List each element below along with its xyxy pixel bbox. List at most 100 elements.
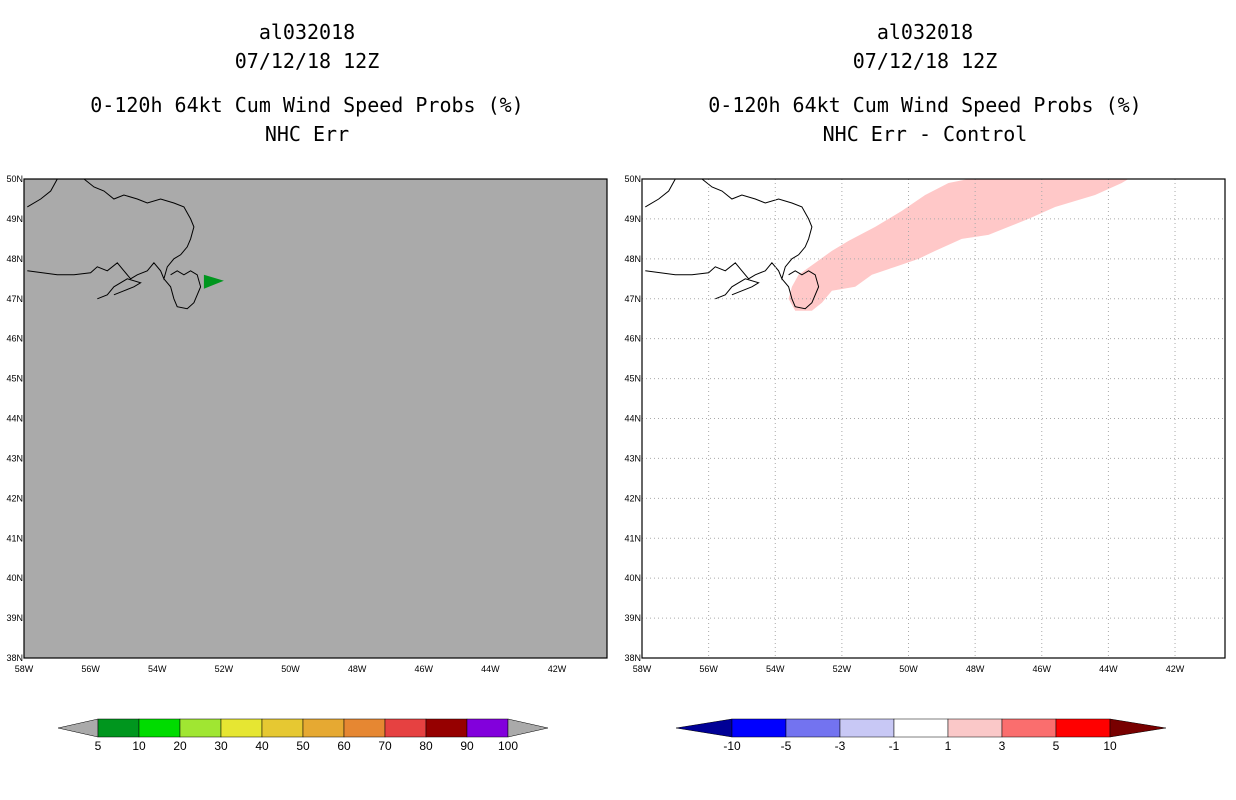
right-xtick-56W: 56W — [699, 664, 718, 674]
right-colorbar-swatch-6 — [1055, 718, 1111, 738]
right-colorbar-swatch-3 — [893, 718, 949, 738]
right-colorbar-swatch-1 — [785, 718, 841, 738]
right-ytick-40N: 40N — [624, 573, 641, 583]
left-colorbar-label-70: 70 — [378, 739, 392, 753]
left-coastline-0 — [27, 178, 195, 281]
right-ytick-38N: 38N — [624, 653, 641, 663]
right-colorbar-label--10: -10 — [723, 739, 741, 753]
right-xtick-48W: 48W — [966, 664, 985, 674]
right-xtick-58W: 58W — [633, 664, 652, 674]
left-colorbar-label-40: 40 — [255, 739, 269, 753]
left-colorbar-label-90: 90 — [460, 739, 474, 753]
left-xtick-44W: 44W — [481, 664, 500, 674]
left-ytick-43N: 43N — [6, 453, 23, 463]
left-colorbar-swatch-6 — [343, 718, 386, 738]
right-ytick-46N: 46N — [624, 334, 641, 344]
left-xtick-42W: 42W — [548, 664, 567, 674]
right-colorbar-swatch-4 — [947, 718, 1003, 738]
right-title-storm: al032018 — [876, 20, 974, 44]
right-colorbar-over-triangle — [1109, 718, 1167, 738]
left-ytick-38N: 38N — [6, 653, 23, 663]
right-xtick-44W: 44W — [1099, 664, 1118, 674]
left-colorbar-label-60: 60 — [337, 739, 351, 753]
right-coastline-2 — [781, 270, 820, 310]
right-ytick-43N: 43N — [624, 453, 641, 463]
right-coastline-0 — [645, 178, 813, 281]
left-colorbar-swatch-5 — [302, 718, 345, 738]
left-xtick-56W: 56W — [81, 664, 100, 674]
right-xtick-54W: 54W — [766, 664, 785, 674]
left-ytick-46N: 46N — [6, 334, 23, 344]
left-xtick-58W: 58W — [15, 664, 34, 674]
right-ytick-44N: 44N — [624, 414, 641, 424]
left-coastline-3 — [97, 278, 142, 300]
right-colorbar-under-triangle — [675, 718, 733, 738]
right-ytick-48N: 48N — [624, 254, 641, 264]
right-ytick-47N: 47N — [624, 294, 641, 304]
left-colorbar-label-100: 100 — [498, 739, 518, 753]
right-prob-region — [788, 179, 1129, 311]
left-xtick-54W: 54W — [148, 664, 167, 674]
right-colorbar-label--3: -3 — [835, 739, 846, 753]
right-colorbar-label-5: 5 — [1053, 739, 1060, 753]
left-ytick-48N: 48N — [6, 254, 23, 264]
right-title-product: 0-120h 64kt Cum Wind Speed Probs (%) — [708, 93, 1142, 117]
left-coastline-1 — [27, 178, 58, 208]
right-xtick-46W: 46W — [1033, 664, 1052, 674]
left-ytick-44N: 44N — [6, 414, 23, 424]
right-ytick-49N: 49N — [624, 214, 641, 224]
left-colorbar-label-10: 10 — [132, 739, 146, 753]
left-ytick-49N: 49N — [6, 214, 23, 224]
left-xtick-46W: 46W — [415, 664, 434, 674]
right-ytick-45N: 45N — [624, 374, 641, 384]
right-map-frame — [641, 178, 1226, 659]
right-xtick-52W: 52W — [833, 664, 852, 674]
left-colorbar-swatch-2 — [179, 718, 222, 738]
right-colorbar-label-3: 3 — [999, 739, 1006, 753]
left-map-background — [24, 179, 607, 658]
right-colorbar-label--5: -5 — [781, 739, 792, 753]
left-colorbar-swatch-3 — [220, 718, 263, 738]
left-coastline-2 — [163, 270, 202, 310]
right-colorbar-label-10: 10 — [1103, 739, 1117, 753]
left-colorbar-over-triangle — [507, 718, 549, 738]
right-colorbar-label-1: 1 — [945, 739, 952, 753]
left-xtick-48W: 48W — [348, 664, 367, 674]
right-xtick-42W: 42W — [1166, 664, 1185, 674]
left-title-date: 07/12/18 12Z — [234, 49, 380, 73]
left-colorbar-label-30: 30 — [214, 739, 228, 753]
left-colorbar-label-50: 50 — [296, 739, 310, 753]
left-colorbar-swatch-7 — [384, 718, 427, 738]
right-title-model: NHC Err - Control — [822, 122, 1028, 146]
left-title-model: NHC Err — [264, 122, 350, 146]
left-colorbar-swatch-4 — [261, 718, 304, 738]
left-ytick-41N: 41N — [6, 533, 23, 543]
left-title-product: 0-120h 64kt Cum Wind Speed Probs (%) — [90, 93, 524, 117]
right-coastline-1 — [645, 178, 676, 208]
right-title-date: 07/12/18 12Z — [852, 49, 998, 73]
right-coastline-3 — [715, 278, 760, 300]
left-ytick-42N: 42N — [6, 493, 23, 503]
left-colorbar-swatch-9 — [466, 718, 509, 738]
left-colorbar-swatch-0 — [97, 718, 140, 738]
right-colorbar-swatch-5 — [1001, 718, 1057, 738]
left-ytick-39N: 39N — [6, 613, 23, 623]
left-ytick-40N: 40N — [6, 573, 23, 583]
right-ytick-42N: 42N — [624, 493, 641, 503]
right-xtick-50W: 50W — [899, 664, 918, 674]
left-ytick-45N: 45N — [6, 374, 23, 384]
left-colorbar-swatch-1 — [138, 718, 181, 738]
left-title-storm: al032018 — [258, 20, 356, 44]
left-colorbar-swatch-8 — [425, 718, 468, 738]
left-prob-region — [203, 274, 224, 289]
left-colorbar-label-5: 5 — [95, 739, 102, 753]
left-ytick-50N: 50N — [6, 174, 23, 184]
left-map-frame — [23, 178, 608, 659]
left-colorbar-label-20: 20 — [173, 739, 187, 753]
right-colorbar-swatch-0 — [731, 718, 787, 738]
left-ytick-47N: 47N — [6, 294, 23, 304]
right-ytick-39N: 39N — [624, 613, 641, 623]
left-xtick-50W: 50W — [281, 664, 300, 674]
right-ytick-41N: 41N — [624, 533, 641, 543]
